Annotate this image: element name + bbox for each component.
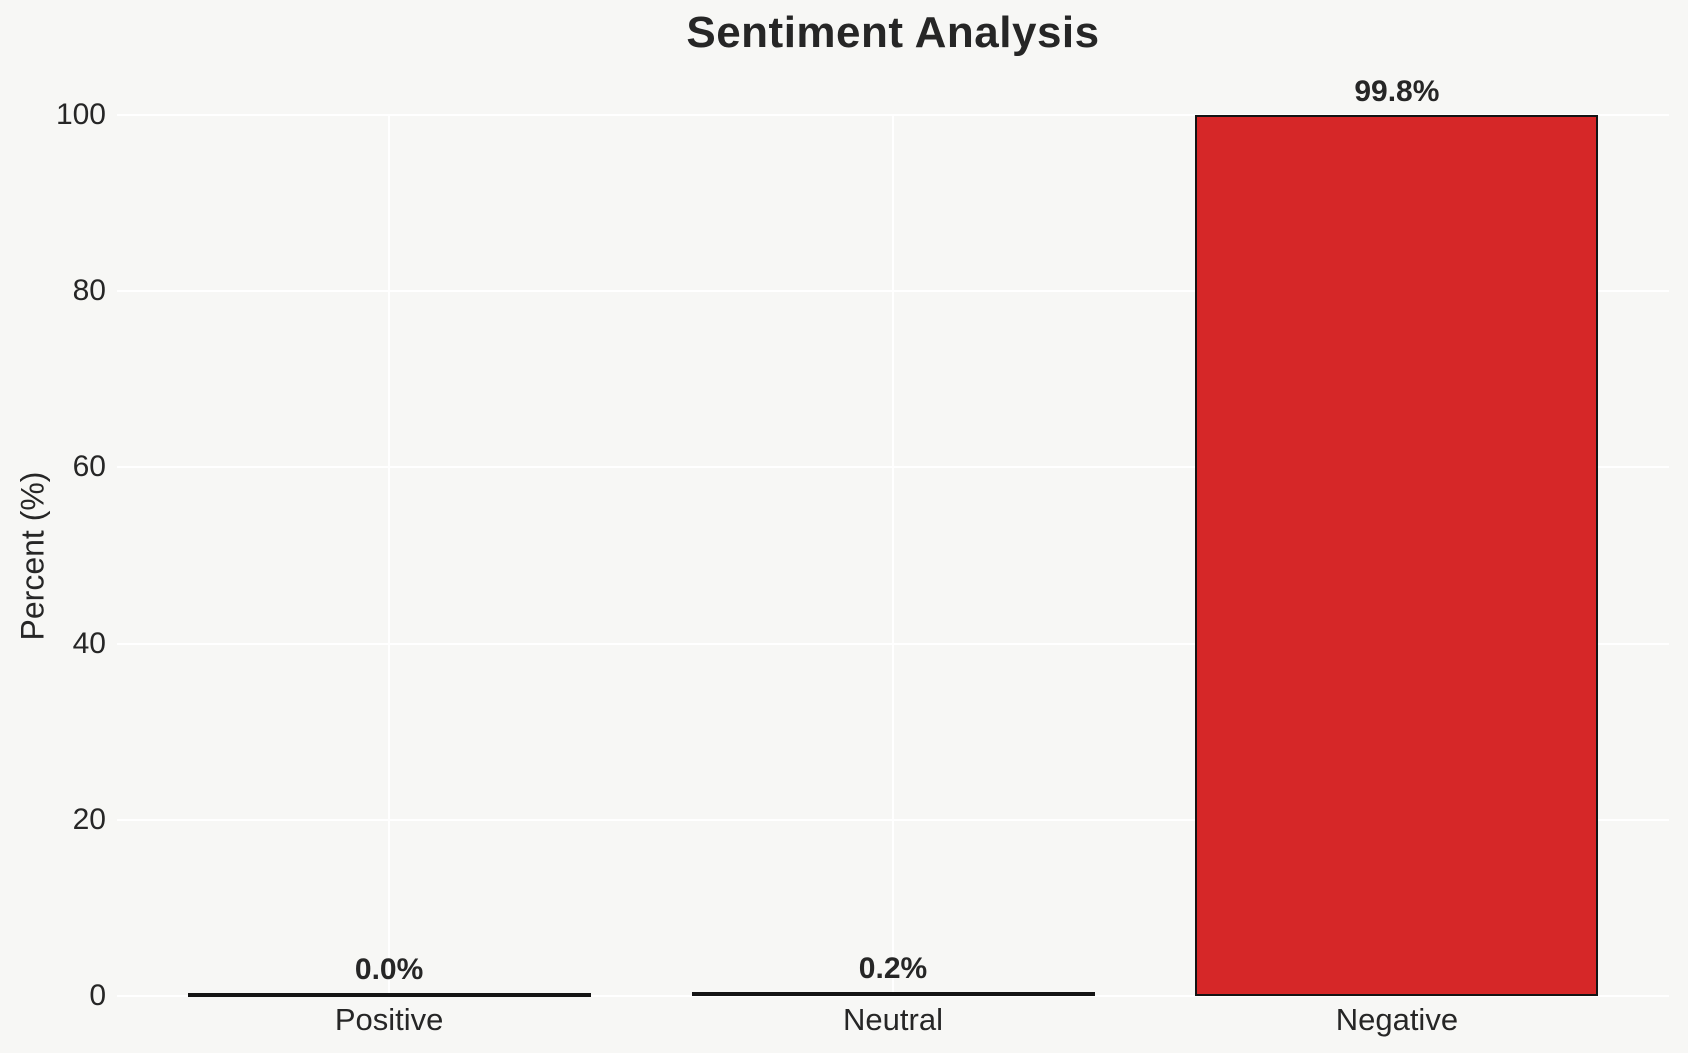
bar-value-label-negative: 99.8% bbox=[1354, 75, 1440, 108]
x-tick-label-negative: Negative bbox=[1335, 1002, 1459, 1037]
y-tick-label: 100 bbox=[55, 98, 106, 131]
y-tick-label: 0 bbox=[89, 979, 106, 1012]
bar-negative bbox=[1195, 115, 1598, 996]
y-tick-label: 60 bbox=[72, 450, 106, 484]
y-tick-label: 40 bbox=[72, 626, 106, 660]
gridline-vertical bbox=[388, 115, 391, 996]
bar-positive bbox=[188, 993, 591, 997]
gridline-vertical bbox=[892, 115, 894, 996]
y-tick-label: 20 bbox=[72, 802, 106, 836]
y-tick-label: 80 bbox=[72, 274, 106, 308]
chart-title: Sentiment Analysis bbox=[686, 8, 1100, 57]
bar-neutral bbox=[692, 992, 1095, 996]
bar-value-label-positive: 0.0% bbox=[354, 953, 424, 986]
bar-value-label-neutral: 0.2% bbox=[858, 952, 928, 985]
x-tick-label-neutral: Neutral bbox=[843, 1002, 943, 1037]
gridline-horizontal bbox=[117, 995, 1669, 997]
x-tick-label-positive: Positive bbox=[334, 1002, 444, 1037]
y-axis-label: Percent (%) bbox=[14, 471, 51, 641]
